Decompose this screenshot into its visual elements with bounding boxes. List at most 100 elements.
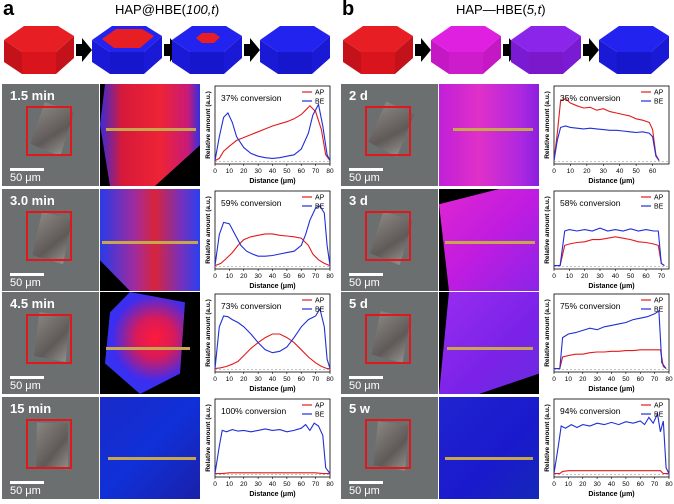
fluorescence-image [439,292,539,394]
x-axis-label: Distance (μm) [588,283,634,290]
legend-label-ap: AP [654,298,664,305]
x-tick-label: 0 [552,273,556,280]
time-label: 1.5 min [10,88,55,103]
profile-chart-svg: 0 10 20 30 40 50 60 70 Distance (μm) Relative amo… [544,190,670,290]
scale-label: 50 μm [349,485,380,497]
series-line-be [214,205,331,266]
x-tick-label: 70 [312,273,320,280]
micrograph: 4.5 min 50 μm [2,292,99,394]
x-tick-label: 0 [552,376,556,383]
x-tick-label: 60 [298,168,306,175]
crystal-front-face [361,52,395,74]
series-line-ap [554,470,669,475]
legend-label-be: BE [654,307,664,314]
title-italic: 100,t [186,2,215,17]
profile-chart-svg: 0 10 20 30 40 50 60 70 80 Distance (μm) Relative a… [544,293,673,393]
series-line-be [214,307,331,369]
x-tick-label: 30 [596,273,604,280]
crystal-front-face [449,52,483,74]
crystal-right-face [483,36,501,74]
plot-frame [214,398,331,478]
x-tick-label: 40 [608,481,616,488]
x-tick-label: 80 [665,376,673,383]
profile-line [106,128,196,131]
x-tick-label: 60 [298,376,306,383]
fluorescence-crystal [100,84,200,186]
crystal-right-face [144,36,162,74]
profile-chart: 0 10 20 30 40 50 60 70 Distance (μm) Relative amo… [540,189,673,291]
crystal-schematic [343,26,413,74]
series-line-ap [214,333,330,370]
micrograph: 1.5 min 50 μm [2,84,99,186]
x-tick-label: 50 [633,168,641,175]
scale-label: 50 μm [349,380,380,392]
x-tick-label: 80 [326,376,334,383]
conversion-label: 35% conversion [560,93,621,103]
micrograph: 5 d 50 μm [341,292,438,394]
scale-label: 50 μm [10,277,41,289]
x-tick-label: 30 [255,168,263,175]
panel-letter: b [342,0,355,20]
legend-label-be: BE [315,412,325,419]
series-line-ap [215,472,330,475]
x-tick-label: 50 [283,168,291,175]
x-tick-label: 20 [583,168,591,175]
x-tick-label: 20 [240,168,248,175]
x-axis-label: Distance (μm) [249,178,295,185]
crystal-core [102,29,154,48]
process-arrow-head [421,38,431,62]
scale-label: 50 μm [349,277,380,289]
fluorescence-image [100,292,200,394]
crystal-core [196,33,220,43]
x-tick-label: 50 [283,273,291,280]
x-tick-label: 20 [581,273,589,280]
x-tick-label: 0 [213,168,217,175]
x-tick-label: 20 [579,481,587,488]
time-label: 5 d [349,296,368,311]
x-tick-label: 60 [298,481,306,488]
x-tick-label: 0 [213,273,217,280]
micrograph: 3 d 50 μm [341,189,438,291]
x-tick-label: 70 [658,273,666,280]
fluorescence-crystal [439,189,539,291]
panel-letter: a [3,0,15,20]
x-tick-label: 30 [594,481,602,488]
legend-label-ap: AP [654,90,664,97]
process-arrow-head [82,38,92,62]
crystal-left-face [92,40,110,74]
profile-line [108,457,196,460]
time-label: 3.0 min [10,193,55,208]
legend-label-be: BE [654,99,664,106]
legend-label-be: BE [315,307,325,314]
x-tick-label: 80 [326,168,334,175]
legend-label-ap: AP [315,403,325,410]
x-tick-label: 80 [326,273,334,280]
series-line-be [553,411,670,474]
x-tick-label: 50 [627,273,635,280]
profile-line [445,457,533,460]
fluorescence-crystal [439,397,539,499]
title-italic: 5,t [526,2,542,17]
profile-line [447,347,533,350]
series-line-be [553,125,660,161]
crystal-right-face [395,36,413,74]
x-tick-label: 60 [642,273,650,280]
legend-label-ap: AP [315,298,325,305]
crystal-top-face [4,26,74,52]
profile-chart: 0 10 20 30 40 50 60 70 80 Distance (μm) Relative a… [201,189,334,291]
y-axis-label: Relative amount (a.u.) [205,404,212,472]
profile-chart: 0 10 20 30 40 50 60 70 80 Distance (μm) Relative a… [540,397,673,499]
title-prefix: HAP@HBE( [115,2,186,17]
y-axis-label: Relative amount (a.u.) [205,299,212,367]
process-arrow [164,44,170,56]
crystal-left-face [343,40,361,74]
x-tick-label: 50 [622,481,630,488]
profile-line [102,241,198,244]
legend-label-ap: AP [654,195,664,202]
scale-bar [349,168,383,171]
y-axis-label: Relative amount (a.u.) [544,91,551,159]
process-arrow [415,44,421,56]
process-arrow [583,44,589,56]
micrograph: 3.0 min 50 μm [2,189,99,291]
profile-chart-svg: 0 10 20 30 40 50 60 70 80 Distance (μm) Relative a… [544,398,673,498]
